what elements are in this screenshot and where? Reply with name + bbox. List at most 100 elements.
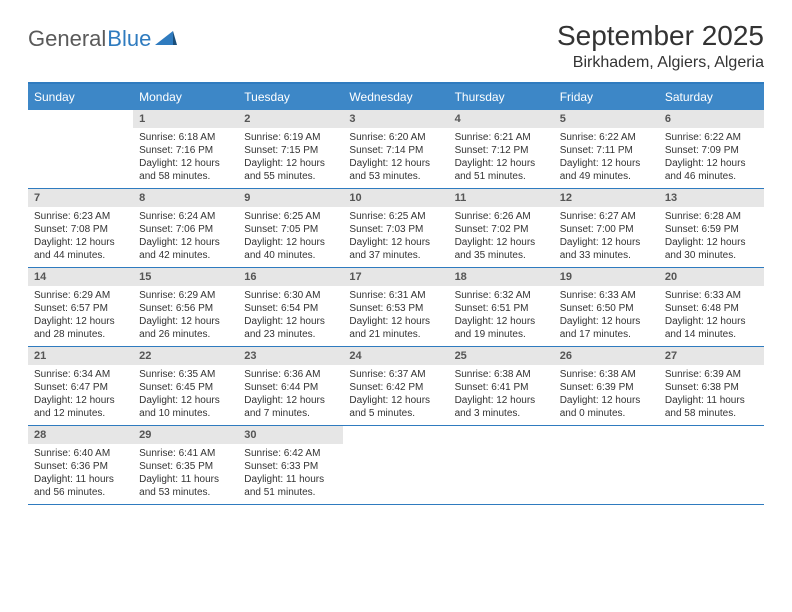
day-number: 7	[28, 189, 133, 207]
cell-body: Sunrise: 6:30 AMSunset: 6:54 PMDaylight:…	[238, 286, 343, 345]
calendar-cell: 8Sunrise: 6:24 AMSunset: 7:06 PMDaylight…	[133, 189, 238, 267]
calendar-cell: 1Sunrise: 6:18 AMSunset: 7:16 PMDaylight…	[133, 110, 238, 188]
cell-body: Sunrise: 6:31 AMSunset: 6:53 PMDaylight:…	[343, 286, 448, 345]
calendar-cell: 29Sunrise: 6:41 AMSunset: 6:35 PMDayligh…	[133, 426, 238, 504]
calendar-cell: 26Sunrise: 6:38 AMSunset: 6:39 PMDayligh…	[554, 347, 659, 425]
sunrise-text: Sunrise: 6:35 AM	[139, 368, 232, 381]
sunset-text: Sunset: 6:41 PM	[455, 381, 548, 394]
sunrise-text: Sunrise: 6:24 AM	[139, 210, 232, 223]
day-number	[449, 426, 554, 444]
day-number: 23	[238, 347, 343, 365]
day-number: 17	[343, 268, 448, 286]
daylight-text: Daylight: 12 hours and 23 minutes.	[244, 315, 337, 341]
calendar-cell: 16Sunrise: 6:30 AMSunset: 6:54 PMDayligh…	[238, 268, 343, 346]
cell-body	[449, 444, 554, 451]
cell-body: Sunrise: 6:36 AMSunset: 6:44 PMDaylight:…	[238, 365, 343, 424]
day-number: 13	[659, 189, 764, 207]
week-row: 21Sunrise: 6:34 AMSunset: 6:47 PMDayligh…	[28, 347, 764, 426]
day-number: 27	[659, 347, 764, 365]
sunset-text: Sunset: 6:57 PM	[34, 302, 127, 315]
cell-body: Sunrise: 6:26 AMSunset: 7:02 PMDaylight:…	[449, 207, 554, 266]
calendar-cell: 22Sunrise: 6:35 AMSunset: 6:45 PMDayligh…	[133, 347, 238, 425]
sunset-text: Sunset: 7:15 PM	[244, 144, 337, 157]
day-number: 10	[343, 189, 448, 207]
calendar-grid: Sunday Monday Tuesday Wednesday Thursday…	[28, 82, 764, 505]
cell-body: Sunrise: 6:29 AMSunset: 6:56 PMDaylight:…	[133, 286, 238, 345]
logo-text-blue: Blue	[107, 26, 151, 52]
calendar-cell	[28, 110, 133, 188]
day-number: 14	[28, 268, 133, 286]
cell-body: Sunrise: 6:25 AMSunset: 7:05 PMDaylight:…	[238, 207, 343, 266]
day-number: 9	[238, 189, 343, 207]
calendar-cell: 18Sunrise: 6:32 AMSunset: 6:51 PMDayligh…	[449, 268, 554, 346]
sunrise-text: Sunrise: 6:32 AM	[455, 289, 548, 302]
sunset-text: Sunset: 7:11 PM	[560, 144, 653, 157]
sunset-text: Sunset: 6:44 PM	[244, 381, 337, 394]
calendar-cell: 28Sunrise: 6:40 AMSunset: 6:36 PMDayligh…	[28, 426, 133, 504]
calendar-cell: 5Sunrise: 6:22 AMSunset: 7:11 PMDaylight…	[554, 110, 659, 188]
cell-body: Sunrise: 6:38 AMSunset: 6:41 PMDaylight:…	[449, 365, 554, 424]
sunset-text: Sunset: 6:33 PM	[244, 460, 337, 473]
sunrise-text: Sunrise: 6:27 AM	[560, 210, 653, 223]
calendar-cell: 17Sunrise: 6:31 AMSunset: 6:53 PMDayligh…	[343, 268, 448, 346]
sunset-text: Sunset: 6:42 PM	[349, 381, 442, 394]
cell-body: Sunrise: 6:25 AMSunset: 7:03 PMDaylight:…	[343, 207, 448, 266]
week-row: 14Sunrise: 6:29 AMSunset: 6:57 PMDayligh…	[28, 268, 764, 347]
calendar-cell: 13Sunrise: 6:28 AMSunset: 6:59 PMDayligh…	[659, 189, 764, 267]
day-number	[28, 110, 133, 128]
day-number: 20	[659, 268, 764, 286]
cell-body: Sunrise: 6:39 AMSunset: 6:38 PMDaylight:…	[659, 365, 764, 424]
cell-body: Sunrise: 6:34 AMSunset: 6:47 PMDaylight:…	[28, 365, 133, 424]
week-row: 28Sunrise: 6:40 AMSunset: 6:36 PMDayligh…	[28, 426, 764, 505]
logo: General Blue	[28, 26, 177, 52]
day-number: 29	[133, 426, 238, 444]
sunrise-text: Sunrise: 6:41 AM	[139, 447, 232, 460]
daylight-text: Daylight: 11 hours and 58 minutes.	[665, 394, 758, 420]
sunrise-text: Sunrise: 6:30 AM	[244, 289, 337, 302]
day-number: 12	[554, 189, 659, 207]
page-header: General Blue September 2025 Birkhadem, A…	[28, 20, 764, 72]
calendar-cell: 20Sunrise: 6:33 AMSunset: 6:48 PMDayligh…	[659, 268, 764, 346]
day-header-sat: Saturday	[659, 84, 764, 110]
daylight-text: Daylight: 12 hours and 49 minutes.	[560, 157, 653, 183]
day-header-mon: Monday	[133, 84, 238, 110]
calendar-cell	[554, 426, 659, 504]
logo-text-general: General	[28, 26, 106, 52]
sunset-text: Sunset: 6:38 PM	[665, 381, 758, 394]
cell-body: Sunrise: 6:19 AMSunset: 7:15 PMDaylight:…	[238, 128, 343, 187]
day-number: 2	[238, 110, 343, 128]
sunset-text: Sunset: 7:05 PM	[244, 223, 337, 236]
sunrise-text: Sunrise: 6:22 AM	[665, 131, 758, 144]
sunrise-text: Sunrise: 6:20 AM	[349, 131, 442, 144]
daylight-text: Daylight: 12 hours and 17 minutes.	[560, 315, 653, 341]
day-headers-row: Sunday Monday Tuesday Wednesday Thursday…	[28, 84, 764, 110]
cell-body: Sunrise: 6:40 AMSunset: 6:36 PMDaylight:…	[28, 444, 133, 503]
day-number: 26	[554, 347, 659, 365]
daylight-text: Daylight: 11 hours and 53 minutes.	[139, 473, 232, 499]
sunset-text: Sunset: 6:45 PM	[139, 381, 232, 394]
day-number	[343, 426, 448, 444]
calendar-cell: 27Sunrise: 6:39 AMSunset: 6:38 PMDayligh…	[659, 347, 764, 425]
weeks-container: 1Sunrise: 6:18 AMSunset: 7:16 PMDaylight…	[28, 110, 764, 505]
daylight-text: Daylight: 12 hours and 3 minutes.	[455, 394, 548, 420]
day-number: 21	[28, 347, 133, 365]
sunrise-text: Sunrise: 6:29 AM	[139, 289, 232, 302]
day-number: 18	[449, 268, 554, 286]
sunrise-text: Sunrise: 6:42 AM	[244, 447, 337, 460]
day-number	[554, 426, 659, 444]
cell-body: Sunrise: 6:29 AMSunset: 6:57 PMDaylight:…	[28, 286, 133, 345]
daylight-text: Daylight: 12 hours and 5 minutes.	[349, 394, 442, 420]
sunset-text: Sunset: 6:59 PM	[665, 223, 758, 236]
daylight-text: Daylight: 12 hours and 53 minutes.	[349, 157, 442, 183]
sunrise-text: Sunrise: 6:34 AM	[34, 368, 127, 381]
daylight-text: Daylight: 12 hours and 28 minutes.	[34, 315, 127, 341]
day-number: 6	[659, 110, 764, 128]
calendar-cell: 2Sunrise: 6:19 AMSunset: 7:15 PMDaylight…	[238, 110, 343, 188]
cell-body: Sunrise: 6:37 AMSunset: 6:42 PMDaylight:…	[343, 365, 448, 424]
calendar-cell	[659, 426, 764, 504]
calendar-cell: 25Sunrise: 6:38 AMSunset: 6:41 PMDayligh…	[449, 347, 554, 425]
cell-body	[659, 444, 764, 451]
cell-body: Sunrise: 6:28 AMSunset: 6:59 PMDaylight:…	[659, 207, 764, 266]
daylight-text: Daylight: 12 hours and 37 minutes.	[349, 236, 442, 262]
sunrise-text: Sunrise: 6:25 AM	[349, 210, 442, 223]
